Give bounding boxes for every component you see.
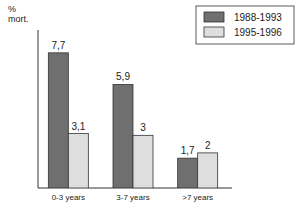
x-tick-label: 0-3 years [52,193,85,202]
bar [133,135,153,188]
bar [198,153,218,188]
data-label: 3,1 [71,121,85,132]
data-label: 1,7 [181,145,195,156]
data-labels: 7,7 3,1 5,9 3 1,7 2 [51,40,211,156]
bar [113,84,133,188]
bar [68,134,88,188]
legend: 1988-1993 1995-1996 [196,6,294,44]
legend-swatch [204,27,224,37]
legend-swatch [204,12,224,22]
y-axis [38,30,39,188]
x-tick-label: >7 years [182,193,213,202]
data-label: 3 [140,122,146,133]
bars [48,53,217,188]
legend-box [196,6,294,44]
legend-label: 1988-1993 [234,12,282,23]
x-tick-label: 3-7 years [116,193,149,202]
bar [178,158,198,188]
bar [48,53,68,188]
legend-label: 1995-1996 [234,27,282,38]
chart: %mort. 7,7 3,1 5,9 3 1,7 2 0-3 years 3-7 years >7… [0,0,299,210]
data-label: 5,9 [116,71,130,82]
data-label: 2 [205,140,211,151]
data-label: 7,7 [51,40,65,51]
y-axis-label: %mort. [8,4,29,24]
